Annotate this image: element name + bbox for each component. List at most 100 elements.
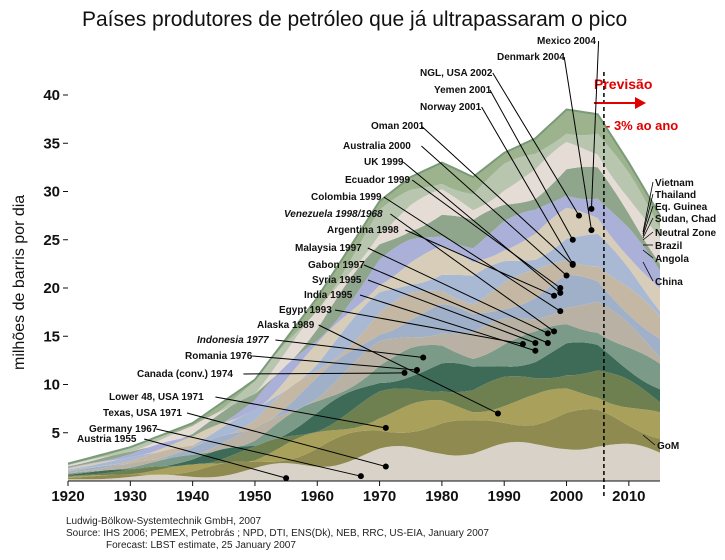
area-band-3 bbox=[68, 388, 660, 478]
chart-title: Países produtores de petróleo que já ult… bbox=[82, 8, 627, 31]
annotation-leader-3 bbox=[492, 72, 580, 216]
right-label-2: Thailand bbox=[655, 190, 696, 201]
annotation-leader-11 bbox=[390, 213, 555, 332]
annotation-label-11: Venezuela 1998/1968 bbox=[284, 209, 383, 220]
annotation-label-1: Mexico 2004 bbox=[537, 36, 596, 47]
axes: 1920 1930 1940 1950 1960 1970 1980 1990 2000 2010… bbox=[43, 87, 660, 505]
annotation-label-24: Germany 1967 bbox=[89, 424, 158, 435]
annotation-leader-8 bbox=[402, 161, 561, 294]
annotation-leader-21 bbox=[243, 372, 405, 375]
annotation-dot-22 bbox=[382, 424, 389, 431]
x-tick-2000: 2000 bbox=[550, 488, 583, 505]
annotation-label-23: Texas, USA 1971 bbox=[103, 408, 182, 419]
annotation-label-15: Syria 1995 bbox=[312, 275, 362, 286]
x-tick-1990: 1990 bbox=[488, 488, 521, 505]
annotation-label-14: Gabon 1997 bbox=[308, 260, 365, 271]
y-tick-20: 20 bbox=[43, 280, 60, 297]
x-tick-1980: 1980 bbox=[425, 488, 458, 505]
right-label-3: Eq. Guinea bbox=[655, 202, 708, 213]
annotation-label-2: Denmark 2004 bbox=[497, 52, 565, 63]
annotation-dot-7 bbox=[563, 272, 570, 279]
peak-annotations: Mexico 2004 Denmark 2004 NGL, USA 2002 Yeme… bbox=[77, 36, 600, 482]
x-tick-1960: 1960 bbox=[301, 488, 334, 505]
annotation-leader-24 bbox=[156, 428, 361, 477]
area-band-1 bbox=[68, 441, 660, 481]
annotation-label-21: Canada (conv.) 1974 bbox=[137, 369, 233, 380]
annotation-leader-4 bbox=[489, 89, 574, 240]
annotation-leader-9 bbox=[411, 179, 561, 289]
annotation-label-10: Colombia 1999 bbox=[311, 192, 382, 203]
annotation-dot-18 bbox=[494, 410, 501, 417]
footer-source: Source: IHS 2006; PEMEX, Petrobrás ; NPD… bbox=[66, 528, 489, 539]
annotation-label-16: India 1995 bbox=[304, 290, 353, 301]
area-band-7 bbox=[68, 301, 660, 474]
annotation-dot-6 bbox=[569, 261, 576, 268]
area-band-8 bbox=[68, 274, 660, 473]
right-label-9: GoM bbox=[657, 441, 679, 452]
annotation-dot-24 bbox=[357, 473, 364, 480]
annotation-label-4: Yemen 2001 bbox=[434, 85, 492, 96]
annotation-label-25: Austria 1955 bbox=[77, 434, 137, 445]
annotation-dot-16 bbox=[532, 347, 539, 354]
x-tick-2010: 2010 bbox=[612, 488, 645, 505]
y-axis-label: milhões de barris por dia bbox=[11, 195, 28, 370]
annotation-dot-11 bbox=[551, 328, 558, 335]
annotation-leader-14 bbox=[363, 264, 549, 344]
annotation-label-18: Alaska 1989 bbox=[257, 320, 315, 331]
annotation-label-7: Australia 2000 bbox=[343, 141, 411, 152]
forecast-annotation: Previsão - 3% ao ano bbox=[594, 72, 678, 496]
y-tick-35: 35 bbox=[43, 135, 60, 152]
footer-forecast: Forecast: LBST estimate, 25 January 2007 bbox=[106, 540, 296, 551]
annotation-leader-2 bbox=[563, 56, 592, 231]
annotation-label-9: Ecuador 1999 bbox=[345, 175, 410, 186]
right-leader-9 bbox=[642, 434, 656, 446]
annotation-dot-12 bbox=[551, 292, 558, 299]
x-tick-1970: 1970 bbox=[363, 488, 396, 505]
right-leader-8 bbox=[642, 261, 654, 282]
area-band-13 bbox=[68, 166, 660, 468]
area-band-11 bbox=[68, 207, 660, 470]
annotation-dot-10 bbox=[557, 308, 564, 315]
annotation-leader-5 bbox=[481, 106, 574, 265]
annotation-leader-17 bbox=[334, 309, 523, 345]
annotation-dot-9 bbox=[557, 285, 564, 291]
annotation-label-17: Egypt 1993 bbox=[279, 305, 332, 316]
annotation-leader-13 bbox=[367, 247, 549, 334]
annotation-leader-23 bbox=[186, 412, 386, 468]
annotation-dot-4 bbox=[569, 236, 576, 243]
annotation-dot-25 bbox=[283, 475, 290, 482]
right-label-4: Sudan, Chad bbox=[655, 214, 716, 225]
x-tick-1920: 1920 bbox=[51, 488, 84, 505]
annotation-label-8: UK 1999 bbox=[364, 157, 404, 168]
annotation-label-22: Lower 48, USA 1971 bbox=[109, 392, 204, 403]
y-tick-5: 5 bbox=[52, 425, 60, 442]
annotation-dot-15 bbox=[532, 340, 539, 347]
annotation-leader-12 bbox=[405, 229, 555, 297]
annotation-dot-20 bbox=[413, 367, 420, 374]
annotation-dot-17 bbox=[519, 340, 526, 347]
x-tick-1940: 1940 bbox=[176, 488, 209, 505]
annotation-leader-19 bbox=[275, 339, 424, 358]
right-leader-3 bbox=[642, 205, 654, 237]
annotation-label-20: Romania 1976 bbox=[185, 351, 253, 362]
annotation-leader-1 bbox=[590, 40, 600, 209]
y-tick-40: 40 bbox=[43, 87, 60, 104]
x-tick-1930: 1930 bbox=[114, 488, 147, 505]
annotation-leader-20 bbox=[252, 355, 418, 371]
right-leader-7 bbox=[642, 249, 654, 259]
annotation-dot-3 bbox=[575, 212, 582, 219]
annotation-leader-25 bbox=[144, 438, 287, 479]
annotation-dot-23 bbox=[382, 463, 389, 470]
x-tick-1950: 1950 bbox=[238, 488, 271, 505]
y-tick-25: 25 bbox=[43, 232, 60, 249]
right-label-6: Brazil bbox=[655, 241, 682, 252]
right-label-7: Angola bbox=[655, 254, 689, 265]
annotation-dot-1 bbox=[588, 205, 595, 212]
annotation-leader-22 bbox=[215, 396, 386, 429]
annotation-label-3: NGL, USA 2002 bbox=[420, 68, 493, 79]
area-band-5 bbox=[68, 342, 660, 476]
right-label-8: China bbox=[655, 277, 683, 288]
annotation-leader-10 bbox=[383, 196, 561, 312]
